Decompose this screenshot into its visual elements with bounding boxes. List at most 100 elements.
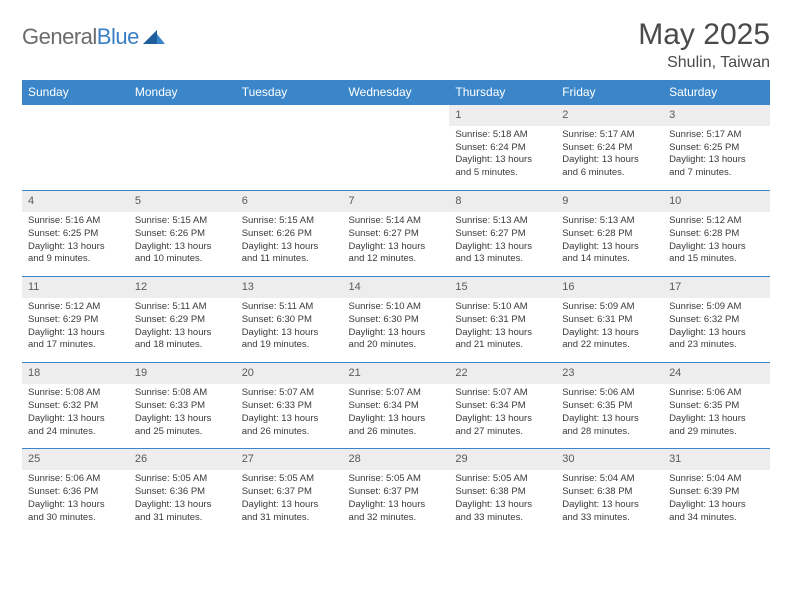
day-number: 27 [236,449,343,470]
day-number: 5 [129,191,236,212]
day-header-thu: Thursday [449,80,556,105]
calendar-day-cell: 11Sunrise: 5:12 AMSunset: 6:29 PMDayligh… [22,277,129,363]
calendar-day-cell: 10Sunrise: 5:12 AMSunset: 6:28 PMDayligh… [663,191,770,277]
day-details: Sunrise: 5:11 AMSunset: 6:29 PMDaylight:… [129,298,236,362]
page-title: May 2025 [638,18,770,52]
day-details: Sunrise: 5:18 AMSunset: 6:24 PMDaylight:… [449,126,556,190]
logo: GeneralBlue [22,24,165,50]
calendar-day-cell: 27Sunrise: 5:05 AMSunset: 6:37 PMDayligh… [236,449,343,535]
day-header-fri: Friday [556,80,663,105]
day-number: 4 [22,191,129,212]
calendar-day-cell: 18Sunrise: 5:08 AMSunset: 6:32 PMDayligh… [22,363,129,449]
calendar-header-row: Sunday Monday Tuesday Wednesday Thursday… [22,80,770,105]
day-number: 16 [556,277,663,298]
calendar-day-cell: 13Sunrise: 5:11 AMSunset: 6:30 PMDayligh… [236,277,343,363]
day-number: 2 [556,105,663,126]
calendar-day-cell: 3Sunrise: 5:17 AMSunset: 6:25 PMDaylight… [663,105,770,191]
day-details: Sunrise: 5:08 AMSunset: 6:33 PMDaylight:… [129,384,236,448]
calendar-day-cell: 9Sunrise: 5:13 AMSunset: 6:28 PMDaylight… [556,191,663,277]
day-details: Sunrise: 5:15 AMSunset: 6:26 PMDaylight:… [129,212,236,276]
day-details: Sunrise: 5:05 AMSunset: 6:37 PMDaylight:… [236,470,343,534]
day-header-tue: Tuesday [236,80,343,105]
calendar-day-cell: 21Sunrise: 5:07 AMSunset: 6:34 PMDayligh… [343,363,450,449]
day-details: Sunrise: 5:04 AMSunset: 6:38 PMDaylight:… [556,470,663,534]
day-details: Sunrise: 5:15 AMSunset: 6:26 PMDaylight:… [236,212,343,276]
calendar-day-cell [236,105,343,191]
calendar-week-row: 18Sunrise: 5:08 AMSunset: 6:32 PMDayligh… [22,363,770,449]
calendar-body: 1Sunrise: 5:18 AMSunset: 6:24 PMDaylight… [22,105,770,535]
calendar-day-cell: 31Sunrise: 5:04 AMSunset: 6:39 PMDayligh… [663,449,770,535]
page-subtitle: Shulin, Taiwan [638,54,770,72]
day-number: 18 [22,363,129,384]
day-details: Sunrise: 5:17 AMSunset: 6:25 PMDaylight:… [663,126,770,190]
calendar-day-cell: 2Sunrise: 5:17 AMSunset: 6:24 PMDaylight… [556,105,663,191]
day-number: 20 [236,363,343,384]
day-number: 28 [343,449,450,470]
calendar-day-cell: 30Sunrise: 5:04 AMSunset: 6:38 PMDayligh… [556,449,663,535]
calendar-day-cell: 5Sunrise: 5:15 AMSunset: 6:26 PMDaylight… [129,191,236,277]
day-number: 29 [449,449,556,470]
day-details: Sunrise: 5:05 AMSunset: 6:38 PMDaylight:… [449,470,556,534]
day-details: Sunrise: 5:07 AMSunset: 6:34 PMDaylight:… [343,384,450,448]
calendar-day-cell: 17Sunrise: 5:09 AMSunset: 6:32 PMDayligh… [663,277,770,363]
calendar-day-cell [22,105,129,191]
day-number: 1 [449,105,556,126]
day-details: Sunrise: 5:14 AMSunset: 6:27 PMDaylight:… [343,212,450,276]
day-number: 19 [129,363,236,384]
day-number: 30 [556,449,663,470]
day-number: 21 [343,363,450,384]
calendar-day-cell: 19Sunrise: 5:08 AMSunset: 6:33 PMDayligh… [129,363,236,449]
day-details: Sunrise: 5:06 AMSunset: 6:35 PMDaylight:… [556,384,663,448]
calendar-day-cell: 16Sunrise: 5:09 AMSunset: 6:31 PMDayligh… [556,277,663,363]
calendar-day-cell: 22Sunrise: 5:07 AMSunset: 6:34 PMDayligh… [449,363,556,449]
calendar-table: Sunday Monday Tuesday Wednesday Thursday… [22,80,770,534]
day-number: 22 [449,363,556,384]
day-number: 9 [556,191,663,212]
day-number: 17 [663,277,770,298]
day-header-wed: Wednesday [343,80,450,105]
calendar-day-cell: 6Sunrise: 5:15 AMSunset: 6:26 PMDaylight… [236,191,343,277]
day-number: 12 [129,277,236,298]
day-number: 6 [236,191,343,212]
day-details: Sunrise: 5:12 AMSunset: 6:28 PMDaylight:… [663,212,770,276]
day-header-mon: Monday [129,80,236,105]
day-details: Sunrise: 5:11 AMSunset: 6:30 PMDaylight:… [236,298,343,362]
header: GeneralBlue May 2025 Shulin, Taiwan [22,18,770,72]
logo-part1: General [22,24,97,49]
calendar-day-cell: 26Sunrise: 5:05 AMSunset: 6:36 PMDayligh… [129,449,236,535]
day-details: Sunrise: 5:06 AMSunset: 6:36 PMDaylight:… [22,470,129,534]
day-number: 11 [22,277,129,298]
logo-text: GeneralBlue [22,24,139,50]
day-details: Sunrise: 5:17 AMSunset: 6:24 PMDaylight:… [556,126,663,190]
day-details: Sunrise: 5:09 AMSunset: 6:31 PMDaylight:… [556,298,663,362]
calendar-day-cell: 25Sunrise: 5:06 AMSunset: 6:36 PMDayligh… [22,449,129,535]
day-details: Sunrise: 5:06 AMSunset: 6:35 PMDaylight:… [663,384,770,448]
calendar-day-cell: 14Sunrise: 5:10 AMSunset: 6:30 PMDayligh… [343,277,450,363]
calendar-day-cell: 15Sunrise: 5:10 AMSunset: 6:31 PMDayligh… [449,277,556,363]
day-number: 15 [449,277,556,298]
calendar-week-row: 11Sunrise: 5:12 AMSunset: 6:29 PMDayligh… [22,277,770,363]
calendar-day-cell: 24Sunrise: 5:06 AMSunset: 6:35 PMDayligh… [663,363,770,449]
day-number [236,105,343,111]
day-details: Sunrise: 5:04 AMSunset: 6:39 PMDaylight:… [663,470,770,534]
logo-triangle-icon [143,30,165,44]
day-details: Sunrise: 5:05 AMSunset: 6:36 PMDaylight:… [129,470,236,534]
day-number: 24 [663,363,770,384]
day-details: Sunrise: 5:07 AMSunset: 6:33 PMDaylight:… [236,384,343,448]
day-number: 7 [343,191,450,212]
day-details: Sunrise: 5:07 AMSunset: 6:34 PMDaylight:… [449,384,556,448]
day-details: Sunrise: 5:16 AMSunset: 6:25 PMDaylight:… [22,212,129,276]
day-number: 26 [129,449,236,470]
calendar-week-row: 4Sunrise: 5:16 AMSunset: 6:25 PMDaylight… [22,191,770,277]
calendar-day-cell: 8Sunrise: 5:13 AMSunset: 6:27 PMDaylight… [449,191,556,277]
day-number: 13 [236,277,343,298]
calendar-week-row: 25Sunrise: 5:06 AMSunset: 6:36 PMDayligh… [22,449,770,535]
day-header-sat: Saturday [663,80,770,105]
day-details: Sunrise: 5:05 AMSunset: 6:37 PMDaylight:… [343,470,450,534]
day-details: Sunrise: 5:09 AMSunset: 6:32 PMDaylight:… [663,298,770,362]
calendar-day-cell: 7Sunrise: 5:14 AMSunset: 6:27 PMDaylight… [343,191,450,277]
day-number [343,105,450,111]
calendar-day-cell: 29Sunrise: 5:05 AMSunset: 6:38 PMDayligh… [449,449,556,535]
day-details: Sunrise: 5:10 AMSunset: 6:31 PMDaylight:… [449,298,556,362]
calendar-day-cell [343,105,450,191]
